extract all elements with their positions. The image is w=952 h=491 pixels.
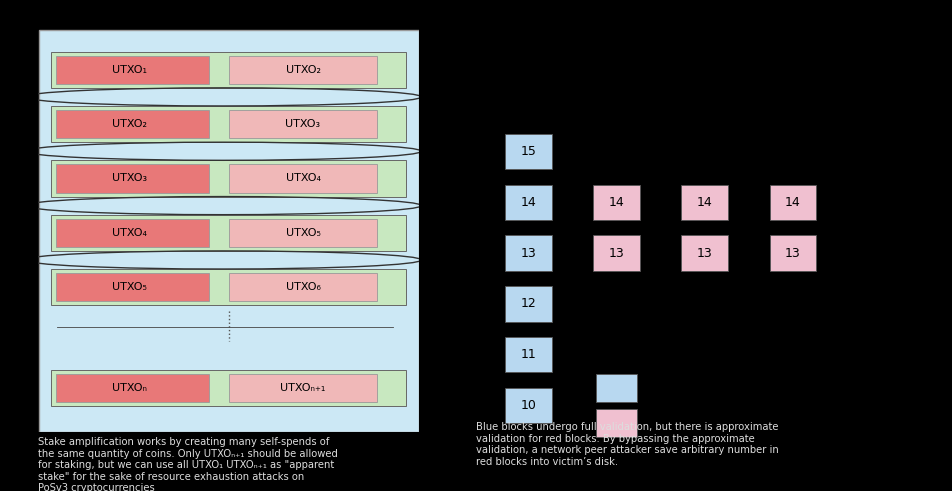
FancyBboxPatch shape bbox=[56, 273, 208, 301]
Text: 14: 14 bbox=[696, 196, 712, 209]
Text: UTXOₙ: UTXOₙ bbox=[112, 383, 147, 393]
FancyBboxPatch shape bbox=[51, 370, 406, 406]
FancyBboxPatch shape bbox=[38, 30, 419, 432]
FancyBboxPatch shape bbox=[681, 235, 727, 271]
Text: 10: 10 bbox=[520, 399, 536, 412]
FancyBboxPatch shape bbox=[595, 374, 637, 402]
Text: UTXO₃: UTXO₃ bbox=[286, 119, 320, 129]
FancyBboxPatch shape bbox=[505, 134, 551, 169]
Text: 11: 11 bbox=[520, 348, 536, 361]
Text: 14: 14 bbox=[520, 196, 536, 209]
FancyBboxPatch shape bbox=[505, 185, 551, 220]
FancyBboxPatch shape bbox=[51, 52, 406, 88]
FancyBboxPatch shape bbox=[681, 185, 727, 220]
FancyBboxPatch shape bbox=[51, 106, 406, 142]
FancyBboxPatch shape bbox=[595, 409, 637, 437]
FancyBboxPatch shape bbox=[505, 388, 551, 423]
FancyBboxPatch shape bbox=[228, 374, 377, 402]
Text: UTXO₄: UTXO₄ bbox=[286, 173, 320, 184]
Text: 13: 13 bbox=[784, 246, 800, 260]
Text: UTXO₅: UTXO₅ bbox=[112, 282, 147, 292]
FancyBboxPatch shape bbox=[228, 110, 377, 138]
FancyBboxPatch shape bbox=[228, 273, 377, 301]
Text: 15: 15 bbox=[520, 145, 536, 158]
FancyBboxPatch shape bbox=[592, 185, 640, 220]
Text: UTXO₃: UTXO₃ bbox=[112, 173, 147, 184]
Text: 12: 12 bbox=[520, 298, 536, 310]
FancyBboxPatch shape bbox=[51, 215, 406, 251]
Text: 13: 13 bbox=[696, 246, 712, 260]
FancyBboxPatch shape bbox=[56, 110, 208, 138]
Text: UTXO₁: UTXO₁ bbox=[112, 65, 147, 75]
Text: 13: 13 bbox=[520, 246, 536, 260]
FancyBboxPatch shape bbox=[228, 218, 377, 247]
Text: UTXO₆: UTXO₆ bbox=[286, 282, 320, 292]
Text: UTXO₂: UTXO₂ bbox=[286, 65, 320, 75]
FancyBboxPatch shape bbox=[505, 235, 551, 271]
Text: UTXO₅: UTXO₅ bbox=[286, 228, 320, 238]
FancyBboxPatch shape bbox=[228, 164, 377, 192]
Text: UTXO₂: UTXO₂ bbox=[112, 119, 147, 129]
FancyBboxPatch shape bbox=[769, 185, 816, 220]
Text: Blue blocks undergo full validation, but there is approximate
validation for red: Blue blocks undergo full validation, but… bbox=[476, 422, 779, 467]
FancyBboxPatch shape bbox=[56, 55, 208, 84]
Text: UTXO₄: UTXO₄ bbox=[112, 228, 147, 238]
FancyBboxPatch shape bbox=[56, 374, 208, 402]
Text: Stake amplification works by creating many self-spends of
the same quantity of c: Stake amplification works by creating ma… bbox=[38, 437, 338, 491]
FancyBboxPatch shape bbox=[769, 235, 816, 271]
FancyBboxPatch shape bbox=[505, 337, 551, 373]
FancyBboxPatch shape bbox=[51, 160, 406, 196]
FancyBboxPatch shape bbox=[505, 286, 551, 322]
Text: 14: 14 bbox=[608, 196, 624, 209]
FancyBboxPatch shape bbox=[592, 235, 640, 271]
Text: 14: 14 bbox=[784, 196, 800, 209]
Text: UTXOₙ₊₁: UTXOₙ₊₁ bbox=[280, 383, 326, 393]
FancyBboxPatch shape bbox=[51, 269, 406, 305]
FancyBboxPatch shape bbox=[228, 55, 377, 84]
FancyBboxPatch shape bbox=[56, 164, 208, 192]
FancyBboxPatch shape bbox=[56, 218, 208, 247]
Text: 13: 13 bbox=[608, 246, 624, 260]
